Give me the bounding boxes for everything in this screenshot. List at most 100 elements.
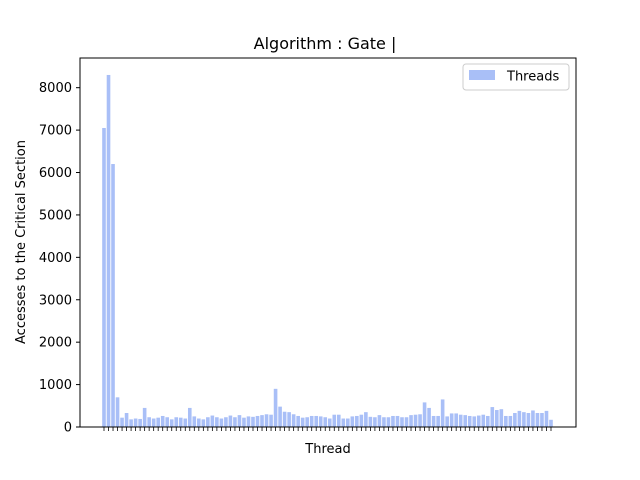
bar-thread-0 xyxy=(102,127,106,427)
bar-thread-1 xyxy=(106,74,111,427)
bar-thread-37 xyxy=(269,414,273,427)
bar-thread-8 xyxy=(138,418,142,427)
bar-thread-12 xyxy=(156,417,160,427)
bar-thread-80 xyxy=(463,415,468,427)
bar-thread-10 xyxy=(147,417,151,427)
bar-thread-78 xyxy=(454,413,458,427)
bar-thread-72 xyxy=(427,407,431,427)
bar-thread-98 xyxy=(544,410,549,427)
bar-thread-92 xyxy=(517,410,522,427)
bar-thread-26 xyxy=(219,418,224,427)
bar-thread-11 xyxy=(151,418,156,427)
bar-thread-24 xyxy=(210,415,215,427)
plot-area-frame xyxy=(79,57,577,428)
bar-thread-99 xyxy=(549,419,553,427)
bar-thread-77 xyxy=(449,413,454,427)
bar-thread-69 xyxy=(413,414,418,427)
bar-thread-30 xyxy=(237,415,242,427)
x-axis-label: Thread xyxy=(304,442,350,457)
bar-thread-86 xyxy=(490,407,495,427)
bar-thread-53 xyxy=(341,418,346,427)
bar-thread-42 xyxy=(291,414,296,427)
bar-thread-60 xyxy=(373,417,377,427)
x-axis-ticks xyxy=(103,427,552,431)
bar-thread-4 xyxy=(120,417,124,427)
bar-thread-32 xyxy=(246,416,251,427)
y-tick-label: 0 xyxy=(64,421,72,436)
bar-thread-76 xyxy=(445,416,449,427)
bar-thread-81 xyxy=(467,415,472,427)
bar-thread-20 xyxy=(192,416,197,427)
legend-label: Threads xyxy=(506,70,559,85)
y-tick-label: 1000 xyxy=(39,378,72,393)
bar-thread-44 xyxy=(300,417,305,427)
bar-thread-14 xyxy=(165,417,170,427)
bar-thread-97 xyxy=(540,413,544,427)
bar-thread-95 xyxy=(531,410,535,427)
bar-thread-25 xyxy=(215,417,219,427)
bar-thread-73 xyxy=(431,415,436,427)
bar-thread-21 xyxy=(197,418,201,427)
bar-thread-48 xyxy=(318,416,323,427)
bar-thread-83 xyxy=(476,415,481,427)
y-axis-ticks: 0 1000 2000 3000 4000 5000 6000 7000 8000 xyxy=(39,81,80,436)
bar-thread-88 xyxy=(499,409,504,427)
y-tick-label: 2000 xyxy=(39,336,72,351)
y-tick-label: 4000 xyxy=(39,251,72,266)
bar-thread-46 xyxy=(309,415,314,427)
bar-thread-63 xyxy=(386,417,391,427)
bar-thread-62 xyxy=(382,417,386,427)
bar-thread-35 xyxy=(260,415,264,427)
bar-thread-41 xyxy=(287,412,291,427)
bar-thread-93 xyxy=(522,412,526,427)
bar-thread-36 xyxy=(264,414,269,427)
bar-thread-89 xyxy=(504,415,508,427)
bar-thread-67 xyxy=(404,417,409,427)
y-tick-label: 3000 xyxy=(39,293,72,308)
bar-thread-7 xyxy=(133,418,138,427)
y-tick-label: 5000 xyxy=(39,208,72,223)
bar-thread-52 xyxy=(336,414,341,427)
bar-thread-87 xyxy=(495,410,499,427)
bar-thread-28 xyxy=(228,415,233,427)
bar-thread-55 xyxy=(350,416,355,427)
bar-thread-91 xyxy=(513,413,517,427)
bar-thread-90 xyxy=(508,415,513,427)
bar-thread-29 xyxy=(233,417,237,427)
bar-thread-22 xyxy=(201,419,206,427)
bar-thread-51 xyxy=(332,414,337,427)
bar-thread-15 xyxy=(169,419,174,427)
bar-thread-71 xyxy=(422,402,427,427)
bar-thread-27 xyxy=(224,417,228,427)
bar-thread-94 xyxy=(526,413,531,427)
bar-thread-9 xyxy=(142,407,147,427)
bar-thread-13 xyxy=(160,415,165,427)
bar-thread-56 xyxy=(355,415,359,427)
bar-thread-64 xyxy=(391,415,395,427)
bar-thread-33 xyxy=(251,416,255,427)
bar-thread-2 xyxy=(111,164,115,427)
legend: Threads xyxy=(462,63,570,91)
bar-thread-58 xyxy=(364,412,368,427)
chart-title: Algorithm : Gate | xyxy=(254,34,397,53)
bar-thread-66 xyxy=(400,417,404,427)
bar-thread-57 xyxy=(359,414,364,427)
y-axis-label: Accesses to the Critical Section xyxy=(14,140,29,344)
legend-swatch xyxy=(469,70,495,80)
bar-thread-47 xyxy=(314,415,319,427)
bar-thread-49 xyxy=(323,417,328,427)
y-tick-label: 6000 xyxy=(39,166,72,181)
bar-thread-23 xyxy=(206,417,210,427)
bar-thread-50 xyxy=(327,418,332,427)
bar-thread-3 xyxy=(115,397,120,427)
bar-thread-18 xyxy=(183,418,188,427)
bar-thread-96 xyxy=(535,413,540,427)
bar-thread-40 xyxy=(282,411,287,427)
bar-thread-19 xyxy=(187,407,192,427)
bar-thread-61 xyxy=(377,415,382,427)
bar-thread-39 xyxy=(278,406,282,427)
y-tick-label: 8000 xyxy=(39,81,72,96)
bar-thread-59 xyxy=(368,416,373,427)
bars-group xyxy=(102,74,553,427)
